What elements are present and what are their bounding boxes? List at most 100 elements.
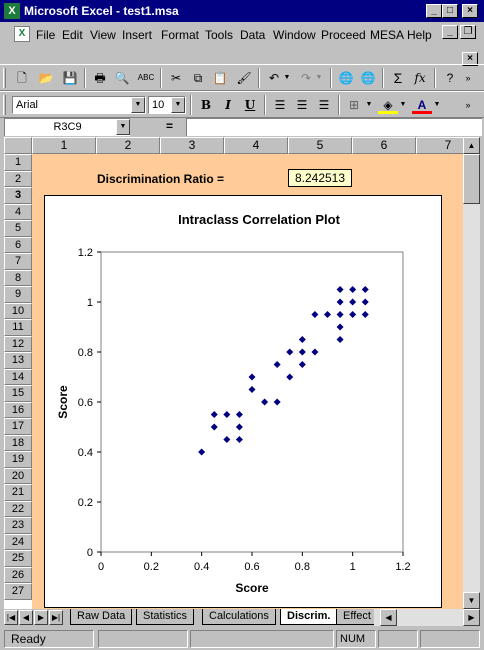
toolbar-grip[interactable]: [3, 68, 6, 88]
vertical-scroll-thumb[interactable]: [463, 154, 480, 204]
row-header[interactable]: 23: [4, 517, 32, 534]
menu-window[interactable]: Window: [273, 28, 316, 42]
sheet-tab-effect[interactable]: Effect: [336, 609, 378, 625]
last-sheet-icon[interactable]: ▶|: [49, 610, 63, 625]
help-icon[interactable]: ?: [446, 71, 454, 85]
paste-icon[interactable]: 📋: [212, 71, 228, 85]
menu-help[interactable]: Help: [407, 28, 432, 42]
maximize-button[interactable]: □: [442, 4, 458, 18]
sheet-tab-discrim[interactable]: Discrim.: [280, 609, 338, 625]
fill-color-icon[interactable]: ◈: [378, 96, 398, 114]
underline-button[interactable]: U: [244, 98, 256, 112]
sheet-tab-raw-data[interactable]: Raw Data: [70, 609, 133, 625]
select-all-corner[interactable]: [4, 137, 32, 154]
row-header[interactable]: 4: [4, 203, 32, 220]
menu-edit[interactable]: Edit: [62, 28, 83, 42]
scroll-down-icon[interactable]: ▼: [463, 592, 480, 609]
menu-data[interactable]: Data: [240, 28, 266, 42]
align-left-icon[interactable]: ☰: [274, 98, 286, 112]
open-icon[interactable]: 📂: [38, 71, 54, 85]
align-center-icon[interactable]: ☰: [296, 98, 308, 112]
row-header[interactable]: 3: [4, 187, 32, 204]
toolbar-grip[interactable]: [3, 95, 6, 115]
redo-icon[interactable]: ↷: [300, 71, 312, 85]
row-header[interactable]: 9: [4, 286, 32, 303]
menu-file[interactable]: File: [36, 28, 56, 42]
row-header[interactable]: 6: [4, 236, 32, 253]
row-header[interactable]: 24: [4, 533, 32, 550]
row-header[interactable]: 1: [4, 154, 32, 171]
menu-proceed[interactable]: Proceed: [321, 28, 366, 42]
chevron-down-icon[interactable]: ▼: [131, 97, 145, 113]
row-header[interactable]: 27: [4, 583, 32, 600]
close-button[interactable]: ×: [462, 4, 478, 18]
menu-insert[interactable]: Insert: [122, 28, 153, 42]
sheet-cells[interactable]: Discrimination Ratio = 8.242513 Intracla…: [32, 154, 463, 609]
more-buttons-icon[interactable]: »: [465, 73, 471, 83]
web-toolbar-icon[interactable]: 🌐: [338, 71, 354, 85]
undo-dropdown-icon[interactable]: ▼: [283, 74, 291, 81]
row-header[interactable]: 19: [4, 451, 32, 468]
print-icon[interactable]: 🖶: [94, 71, 106, 85]
column-header[interactable]: 1: [32, 137, 96, 154]
row-header[interactable]: 5: [4, 220, 32, 237]
prev-sheet-icon[interactable]: ◀: [19, 610, 33, 625]
borders-dropdown-icon[interactable]: ▼: [365, 101, 373, 108]
mdi-close-button[interactable]: ×: [462, 52, 478, 66]
cut-icon[interactable]: ✂: [170, 71, 182, 85]
row-header[interactable]: 17: [4, 418, 32, 435]
print-preview-icon[interactable]: 🔍: [114, 71, 130, 85]
row-header[interactable]: 10: [4, 302, 32, 319]
column-header[interactable]: 2: [96, 137, 160, 154]
chevron-down-icon[interactable]: ▼: [171, 97, 185, 113]
row-header[interactable]: 16: [4, 401, 32, 418]
row-header[interactable]: 8: [4, 269, 32, 286]
spelling-icon[interactable]: ABC: [137, 73, 155, 82]
column-header[interactable]: 4: [224, 137, 288, 154]
minimize-button[interactable]: _: [426, 4, 442, 18]
web-toolbar-icon-2[interactable]: 🌐: [360, 71, 376, 85]
column-header[interactable]: 5: [288, 137, 352, 154]
borders-icon[interactable]: ⊞: [348, 98, 360, 112]
row-header[interactable]: 14: [4, 368, 32, 385]
formula-input[interactable]: [186, 118, 482, 136]
scroll-right-icon[interactable]: ▶: [463, 609, 480, 626]
sheet-tab-calculations[interactable]: Calculations: [202, 609, 276, 625]
redo-dropdown-icon[interactable]: ▼: [315, 74, 323, 81]
row-header[interactable]: 25: [4, 550, 32, 567]
menu-format[interactable]: Format: [161, 28, 200, 42]
chevron-down-icon[interactable]: ▼: [116, 119, 130, 135]
row-header[interactable]: 26: [4, 566, 32, 583]
more-buttons-icon[interactable]: »: [465, 100, 471, 110]
font-size-select[interactable]: 10 ▼: [148, 96, 186, 114]
scroll-left-icon[interactable]: ◀: [380, 609, 397, 626]
font-select[interactable]: Arial ▼: [12, 96, 146, 114]
row-header[interactable]: 18: [4, 434, 32, 451]
sheet-tab-statistics[interactable]: Statistics: [136, 609, 195, 625]
save-icon[interactable]: 💾: [62, 71, 78, 85]
column-header[interactable]: 3: [160, 137, 224, 154]
row-header[interactable]: 21: [4, 484, 32, 501]
scroll-up-icon[interactable]: ▲: [463, 137, 480, 154]
format-painter-icon[interactable]: 🖌: [236, 71, 252, 85]
first-sheet-icon[interactable]: |◀: [4, 610, 18, 625]
row-header[interactable]: 11: [4, 319, 32, 336]
workbook-icon[interactable]: X: [14, 26, 30, 42]
fill-color-dropdown-icon[interactable]: ▼: [399, 101, 407, 108]
discrimination-value-cell[interactable]: 8.242513: [288, 169, 352, 187]
autosum-icon[interactable]: Σ: [393, 70, 403, 86]
menu-mesa[interactable]: MESA: [370, 28, 405, 42]
row-header[interactable]: 13: [4, 352, 32, 369]
chart-area[interactable]: Intraclass Correlation Plot 0 0.2 0.4 0.6 0.…: [44, 195, 442, 608]
menu-view[interactable]: View: [90, 28, 116, 42]
function-icon[interactable]: fx: [414, 71, 426, 85]
column-header[interactable]: 6: [352, 137, 416, 154]
menu-tools[interactable]: Tools: [205, 28, 234, 42]
column-header[interactable]: 7: [416, 137, 463, 154]
new-icon[interactable]: 🗋: [17, 71, 27, 85]
horizontal-scrollbar[interactable]: ◀ ▶: [374, 609, 480, 626]
row-header[interactable]: 7: [4, 253, 32, 270]
name-box[interactable]: R3C9 ▼: [4, 118, 130, 136]
align-right-icon[interactable]: ☰: [318, 98, 330, 112]
bold-button[interactable]: B: [200, 98, 212, 112]
